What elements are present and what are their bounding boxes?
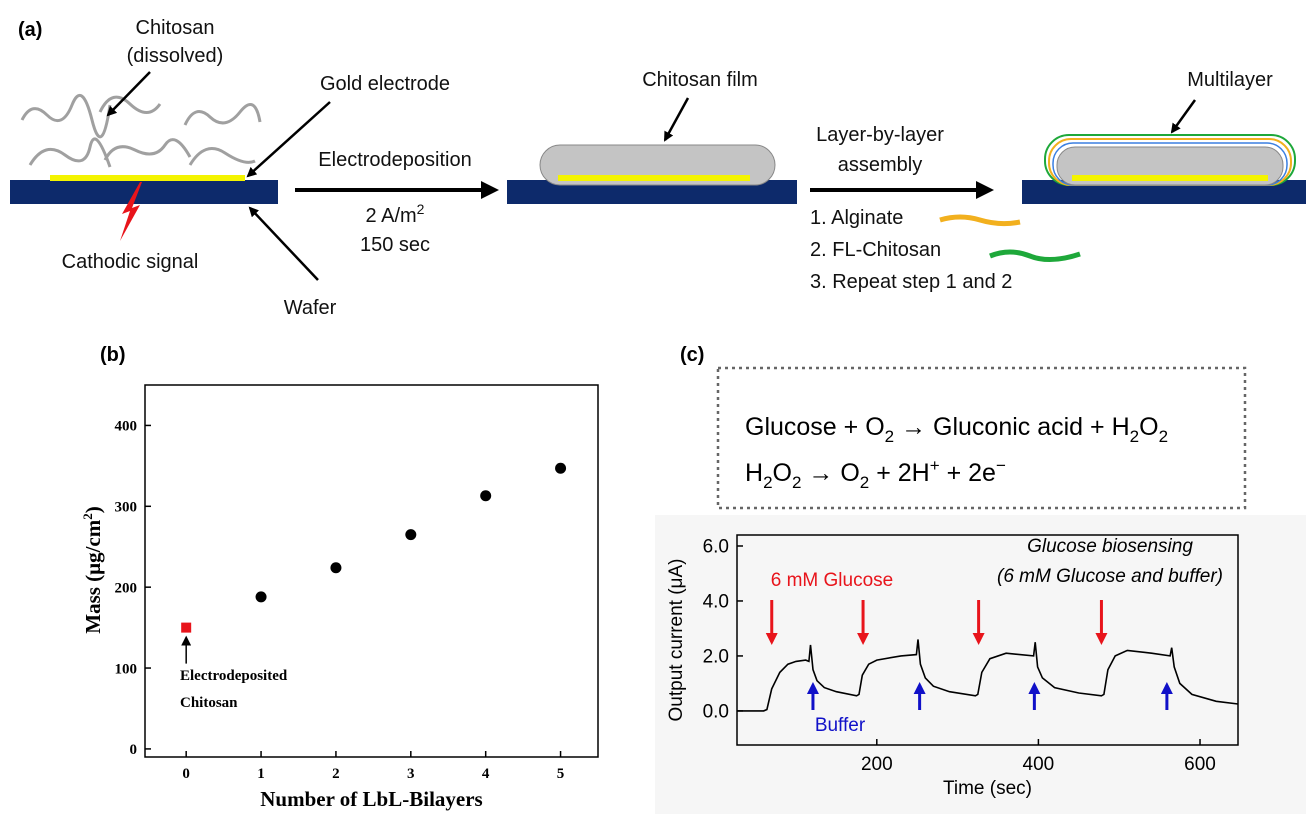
point (405, 529, 417, 541)
panel-label: (b) (100, 344, 126, 366)
equation-part: O (773, 459, 792, 487)
annotation: 6 mM Glucose (771, 570, 893, 591)
panel-label: (a) (18, 19, 42, 41)
x-tick-label: 2 (332, 766, 340, 782)
annotation: Glucose biosensing (1027, 536, 1193, 557)
annotation: Electrodeposited (180, 668, 288, 684)
point (555, 462, 567, 474)
y-tick-label: 6.0 (703, 537, 729, 558)
equation-part: → O (801, 459, 859, 487)
panel-c-background (655, 515, 1306, 814)
x-tick-label: 3 (407, 766, 415, 782)
step: 1. Alginate (810, 207, 903, 229)
signal-bolt (120, 182, 142, 241)
label: Wafer (284, 297, 337, 319)
y-axis-label: Mass (μg/cm2) (80, 506, 105, 633)
y-tick-label: 0 (130, 742, 138, 758)
label: 2 A/m2 (366, 201, 425, 227)
step: 3. Repeat step 1 and 2 (810, 271, 1012, 293)
gold-electrode (558, 175, 750, 181)
x-axis-label: Number of LbL-Bilayers (260, 787, 482, 811)
equation-part: Glucose + O (745, 413, 885, 441)
point (181, 622, 192, 633)
point (330, 562, 342, 574)
x-tick-label: 5 (557, 766, 565, 782)
y-tick-label: 400 (115, 419, 138, 435)
y-tick-label: 2.0 (703, 647, 729, 668)
point (480, 490, 492, 502)
label: Multilayer (1187, 69, 1273, 91)
x-tick-label: 0 (182, 766, 190, 782)
label: Gold electrode (320, 73, 450, 95)
equation-part: + (930, 456, 940, 475)
equation-part: H (745, 459, 763, 487)
equation-part: 2 (1130, 427, 1139, 446)
x-tick-label: 4 (482, 766, 490, 782)
step: 2. FL-Chitosan (810, 239, 941, 261)
gold-electrode (1072, 175, 1268, 181)
arrow (1170, 99, 1197, 134)
y-tick-label: 4.0 (703, 592, 729, 613)
equation: H2O2 → O2 + 2H+ + 2e− (745, 456, 1006, 492)
label: Electrodeposition (318, 149, 471, 171)
gold-electrode (50, 175, 245, 181)
equation-box (716, 366, 1247, 510)
line (737, 639, 1239, 712)
equation-part: + 2H (869, 459, 929, 487)
label: 150 sec (360, 234, 430, 256)
label: (dissolved) (127, 45, 224, 67)
label: Layer-by-layer (816, 124, 944, 146)
x-axis-label: Time (sec) (943, 778, 1032, 799)
y-axis-label: Output current (μA) (666, 558, 687, 721)
panel-label: (c) (680, 344, 704, 366)
plot-frame (736, 534, 1239, 746)
plot-frame (144, 384, 599, 758)
y-axis-label-part: ) (81, 506, 105, 513)
y-axis-label-part: Mass (μg/cm (81, 519, 105, 633)
equation-part: 2 (1159, 427, 1168, 446)
annotation: (6 mM Glucose and buffer) (997, 566, 1223, 587)
y-tick-label: 200 (115, 580, 138, 596)
arrow (106, 71, 151, 117)
dissolved-chitosan (20, 93, 262, 168)
equation-part: O (1139, 413, 1158, 441)
arrow (246, 101, 331, 178)
x-tick-label: 200 (861, 754, 893, 775)
equation-part: 2 (792, 473, 801, 492)
y-tick-label: 100 (115, 661, 138, 677)
y-tick-label: 0.0 (703, 702, 729, 723)
label: assembly (838, 154, 922, 176)
annotation: Buffer (815, 715, 866, 736)
equation: Glucose + O2 → Gluconic acid + H2O2 (745, 413, 1168, 446)
wafer (10, 180, 278, 204)
label: Cathodic signal (62, 251, 199, 273)
y-axis-label-part: 2 (80, 513, 95, 520)
arrow (663, 97, 690, 142)
x-tick-label: 400 (1023, 754, 1055, 775)
point (255, 591, 267, 603)
equation-part: → Gluconic acid + H (894, 413, 1130, 441)
equation-part: 2 (763, 473, 772, 492)
panel-a: (a) Chitosan (dissolved) Gold electrode … (10, 17, 1306, 319)
equation-part: − (996, 456, 1006, 475)
x-tick-label: 600 (1184, 754, 1216, 775)
label: Chitosan (136, 17, 215, 39)
equation-part: 2 (860, 473, 869, 492)
equation-part: 2 (885, 427, 894, 446)
x-tick-label: 1 (257, 766, 265, 782)
text: 2 A/m (366, 205, 417, 227)
superscript: 2 (417, 201, 425, 217)
y-tick-label: 300 (115, 500, 138, 516)
equation-part: + 2e (940, 459, 996, 487)
label: Chitosan film (642, 69, 758, 91)
alginate-icon (939, 214, 1021, 227)
fl-chitosan-icon (989, 249, 1081, 262)
arrow (248, 206, 319, 281)
annotation: Chitosan (180, 695, 238, 711)
